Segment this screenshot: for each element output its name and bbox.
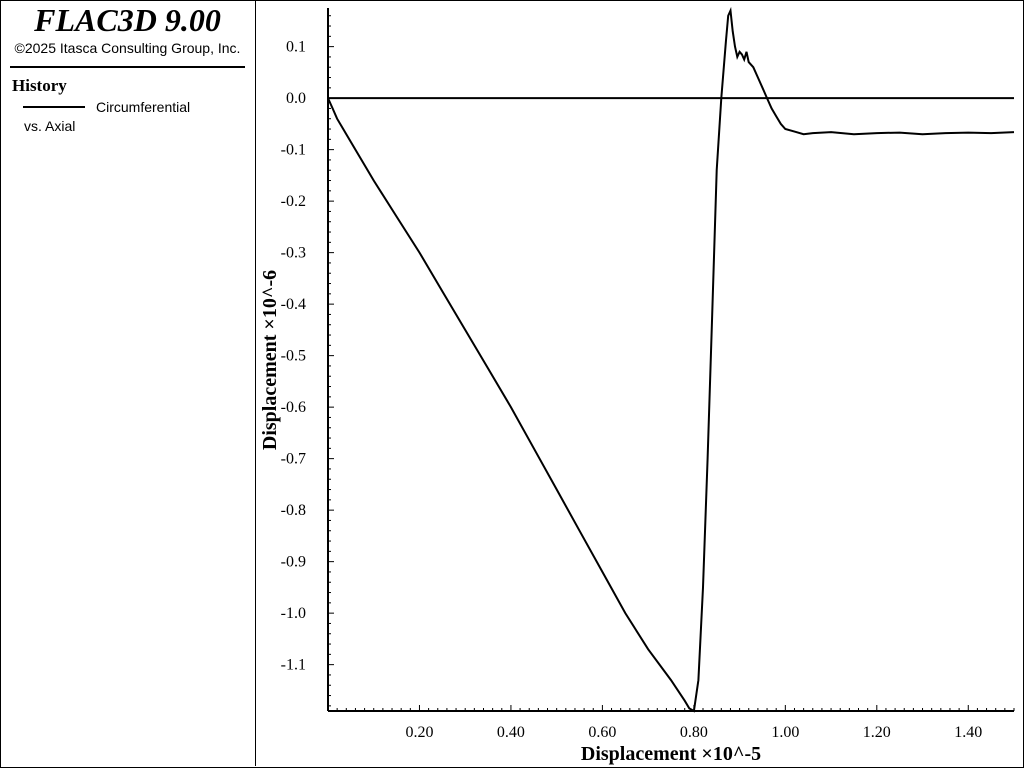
y-axis-title: Displacement ×10^-6 (259, 270, 281, 450)
y-tick-label: -0.2 (281, 193, 306, 210)
legend-heading: History (12, 76, 67, 95)
title-divider (10, 66, 245, 68)
y-tick-label: -0.8 (281, 502, 306, 519)
y-tick-label: 0.0 (286, 90, 306, 107)
x-tick-label: 1.00 (771, 724, 799, 741)
y-tick-label: -0.5 (281, 348, 306, 365)
legend-line-swatch (23, 106, 85, 108)
y-tick-label: -0.7 (281, 451, 306, 468)
x-tick-labels: 0.20 0.40 0.60 0.80 1.00 1.20 1.40 (405, 724, 982, 741)
y-tick-label: -0.3 (281, 245, 306, 262)
x-axis-title: Displacement ×10^-5 (581, 743, 761, 765)
x-tick-label: 1.20 (863, 724, 891, 741)
y-tick-label: -1.1 (281, 657, 306, 674)
minor-ticks (328, 15, 1015, 711)
y-tick-label: -1.0 (281, 605, 306, 622)
x-tick-label: 0.40 (497, 724, 525, 741)
legend-series-sub: vs. Axial (24, 118, 76, 134)
y-tick-label: -0.6 (281, 399, 306, 416)
series-line-circumferential (327, 6, 1015, 713)
x-tick-label: 1.40 (954, 724, 982, 741)
y-tick-label: -0.4 (281, 296, 306, 313)
app-title: FLAC3D 9.00 (34, 2, 221, 38)
y-tick-label: -0.1 (281, 142, 306, 159)
copyright-text: ©2025 Itasca Consulting Group, Inc. (14, 40, 241, 56)
chart: 0.20 0.40 0.60 0.80 1.00 1.20 1.40 0.1 0.0 -0.1 -… (259, 6, 1015, 765)
x-tick-label: 0.20 (405, 724, 433, 741)
y-tick-label: 0.1 (286, 39, 306, 56)
legend-panel: FLAC3D 9.00 ©2025 Itasca Consulting Grou… (0, 0, 256, 766)
x-tick-label: 0.80 (680, 724, 708, 741)
x-tick-label: 0.60 (588, 724, 616, 741)
y-tick-labels: 0.1 0.0 -0.1 -0.2 -0.3 -0.4 -0.5 -0.6 -0.7 -0.8 -0… (281, 39, 306, 674)
y-tick-label: -0.9 (281, 554, 306, 571)
legend-series-name: Circumferential (96, 99, 191, 115)
